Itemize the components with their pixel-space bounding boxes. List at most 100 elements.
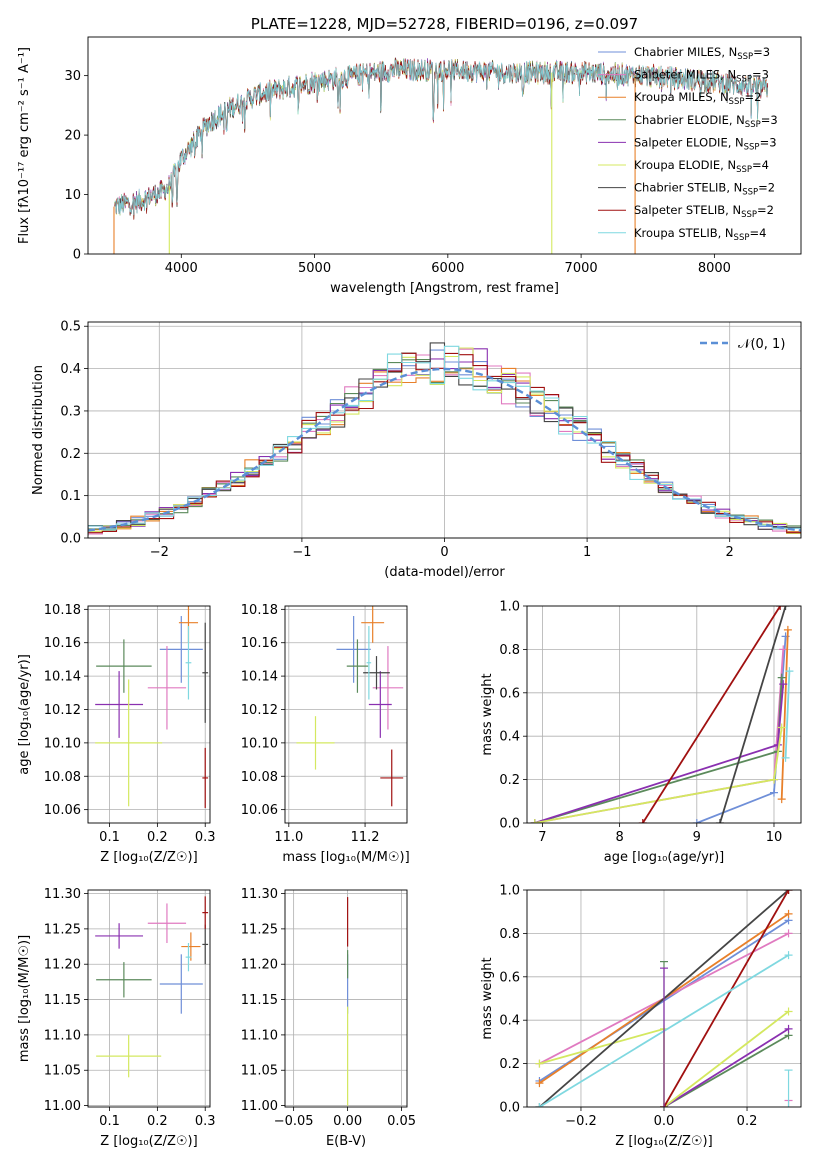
y-tick-label: 10.14 [241, 670, 278, 685]
y-tick-label: 10.08 [241, 770, 278, 785]
legend-label: Kroupa ELODIE, NSSP=4 [634, 158, 769, 175]
legend-label: Kroupa MILES, NSSP=2 [634, 90, 761, 107]
weight-marker [785, 667, 794, 676]
axes-frame [526, 605, 802, 824]
x-tick-label: −1 [292, 545, 311, 560]
weight-marker [776, 606, 785, 610]
weight-line [784, 671, 791, 758]
x-tick-label: −0.05 [274, 1114, 314, 1129]
axes-frame [87, 36, 802, 255]
weight-line [696, 636, 787, 823]
panel-spectrum: 4000 5000 6000 7000 8000 0 10 20 30 wavelength [A… [17, 15, 802, 296]
weight-line [719, 606, 787, 823]
y-tick-label: 10.06 [241, 803, 278, 818]
axes-frame [526, 889, 802, 1108]
weight-marker [769, 788, 778, 797]
weight-marker [784, 909, 793, 918]
y-tick-label: 0.8 [499, 643, 520, 658]
weight-marker [535, 1059, 544, 1068]
x-tick-label: 7 [538, 830, 546, 845]
y-tick-label: 30 [64, 69, 81, 84]
weight-marker [535, 1079, 544, 1088]
plot-area-age_vs_Z [95, 606, 209, 808]
plot-area-weight_vs_age [530, 606, 794, 823]
x-tick-label: 2 [726, 545, 734, 560]
plot-area-age_vs_mass [296, 606, 404, 807]
y-tick-label: 1.0 [499, 884, 520, 899]
y-tick-label: 10.06 [44, 803, 81, 818]
legend-text: Kroupa STELIB, N [634, 226, 734, 240]
legend-eq: =3 [761, 113, 778, 127]
legend-label: Salpeter MILES, NSSP=3 [634, 68, 769, 85]
weight-line [663, 1034, 789, 1107]
y-tick-label: 10.16 [44, 636, 81, 651]
y-tick-label: 10.18 [44, 603, 81, 618]
legend-eq: =3 [752, 68, 769, 82]
plot-area-mass_vs_Z [95, 896, 209, 1078]
panel-residuals: −2 −1 0 1 2 0.0 0.1 0.2 0.3 0.4 0.5 (data-model)/er… [31, 320, 802, 580]
x-axis-label: wavelength [Angstrom, rest frame] [330, 281, 559, 296]
panel-mass_vs_ebv: −0.05 0.00 0.05 11.00 11.05 11.10 11.15 11.20 11… [241, 887, 416, 1149]
legend-eq: =4 [749, 226, 766, 240]
weight-marker [779, 645, 788, 654]
weight-marker [779, 680, 788, 689]
x-axis-label: E(B-V) [326, 1134, 366, 1149]
y-tick-label: 0.2 [60, 447, 81, 462]
plot-area-spectrum [113, 56, 769, 254]
weight-marker [638, 819, 647, 823]
x-axis-label: age [log₁₀(age/yr)] [604, 850, 725, 865]
weight-marker [784, 951, 793, 960]
y-tick-label: 10.12 [241, 703, 278, 718]
weight-line [642, 606, 781, 823]
legend-text: Salpeter MILES, N [634, 68, 736, 82]
x-tick-label: −2 [150, 545, 169, 560]
panel-weight_vs_age: 7 8 9 10 0.0 0.2 0.4 0.6 0.8 1.0 age [log₁₀(age/yr… [480, 600, 802, 865]
plot-area-weight_vs_Z [535, 890, 793, 1107]
y-tick-label: 11.00 [44, 1099, 81, 1114]
x-tick-label: 0.2 [147, 830, 168, 845]
legend-eq: =4 [752, 158, 769, 172]
axes-frame [87, 605, 211, 824]
legend-eq: =3 [760, 135, 777, 149]
y-tick-label: 11.20 [241, 958, 278, 973]
y-tick-label: 0 [73, 248, 81, 263]
legend-text: Salpeter STELIB, N [634, 203, 741, 217]
x-tick-label: 0.00 [333, 1114, 362, 1129]
x-tick-label: 0.2 [737, 1114, 758, 1129]
legend-label: 𝒩(0, 1) [738, 337, 785, 352]
weight-marker [777, 795, 786, 804]
x-tick-label: 11.2 [351, 830, 380, 845]
legend-label: Kroupa STELIB, NSSP=4 [634, 226, 766, 243]
weight-marker [535, 1103, 544, 1107]
y-axis-label: age [log₁₀(age/yr)] [17, 654, 32, 775]
plot-area-residuals [88, 342, 801, 537]
y-tick-label: 11.25 [241, 922, 278, 937]
y-tick-label: 0.0 [60, 532, 81, 547]
y-tick-label: 20 [64, 129, 81, 144]
x-axis-label: Z [log₁₀(Z/Z☉)] [100, 850, 197, 865]
weight-marker [777, 723, 786, 732]
weight-marker [715, 819, 724, 823]
spectrum-series [114, 58, 769, 216]
weight-marker [781, 606, 790, 610]
weight-marker [784, 1007, 793, 1016]
legend-sub: SSP [734, 233, 750, 243]
x-tick-label: 0 [440, 545, 448, 560]
legend-sub: SSP [742, 188, 758, 198]
y-tick-label: 0.4 [499, 730, 520, 745]
weight-line [780, 629, 789, 800]
x-tick-label: 0.0 [654, 1114, 675, 1129]
y-tick-label: 0.4 [499, 1014, 520, 1029]
x-tick-label: 0.1 [99, 1114, 120, 1129]
y-tick-label: 11.20 [44, 958, 81, 973]
y-tick-label: 11.05 [44, 1064, 81, 1079]
y-tick-label: 11.05 [241, 1064, 278, 1079]
legend-eq: =2 [757, 203, 774, 217]
axes-frame [284, 889, 408, 1108]
legend-eq: =2 [744, 90, 761, 104]
x-axis-label: Z [log₁₀(Z/Z☉)] [100, 1134, 197, 1149]
x-tick-label: 4000 [165, 261, 198, 276]
